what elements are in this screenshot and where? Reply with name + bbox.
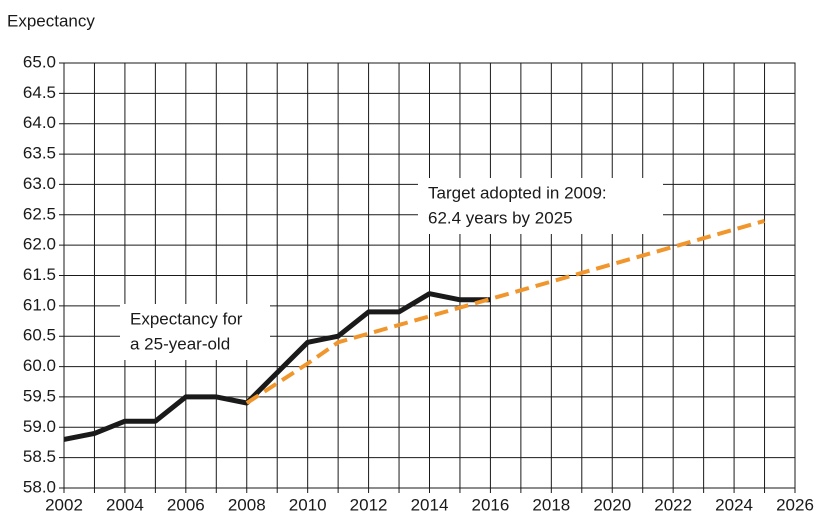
x-tick-label: 2010 [289, 495, 327, 514]
y-tick-label: 65.0 [23, 52, 56, 71]
y-tick-label: 58.5 [23, 447, 56, 466]
y-tick-label: 59.0 [23, 417, 56, 436]
y-tick-label: 62.5 [23, 204, 56, 223]
x-tick-label: 2022 [654, 495, 692, 514]
x-tick-label: 2016 [472, 495, 510, 514]
x-tick-label: 2002 [45, 495, 83, 514]
annotation-box [418, 178, 663, 234]
annotation: Target adopted in 2009: [428, 183, 607, 202]
y-tick-label: 62.0 [23, 235, 56, 254]
series-line [245, 218, 766, 405]
x-tick-label: 2012 [350, 495, 388, 514]
y-tick-label: 58.0 [23, 477, 56, 496]
y-tick-label: 63.0 [23, 174, 56, 193]
annotation: Expectancy for [130, 309, 243, 328]
x-tick-label: 2020 [593, 495, 631, 514]
x-tick-label: 2024 [715, 495, 753, 514]
x-tick-label: 2018 [532, 495, 570, 514]
y-tick-label: 60.0 [23, 356, 56, 375]
y-tick-label: 64.0 [23, 113, 56, 132]
x-tick-label: 2006 [167, 495, 205, 514]
x-tick-label: 2014 [411, 495, 449, 514]
series-line [63, 291, 491, 442]
y-tick-label: 60.5 [23, 326, 56, 345]
y-tick-label: 64.5 [23, 83, 56, 102]
annotation: a 25-year-old [130, 334, 230, 353]
annotation: 62.4 years by 2025 [428, 208, 573, 227]
y-tick-label: 63.5 [23, 144, 56, 163]
y-tick-label: 59.5 [23, 386, 56, 405]
y-axis-label: Expectancy [7, 11, 95, 30]
y-tick-label: 61.5 [23, 265, 56, 284]
x-tick-label: 2004 [106, 495, 144, 514]
x-tick-label: 2008 [228, 495, 266, 514]
annotation-box [120, 304, 270, 360]
y-tick-label: 61.0 [23, 295, 56, 314]
x-tick-label: 2026 [776, 495, 814, 514]
